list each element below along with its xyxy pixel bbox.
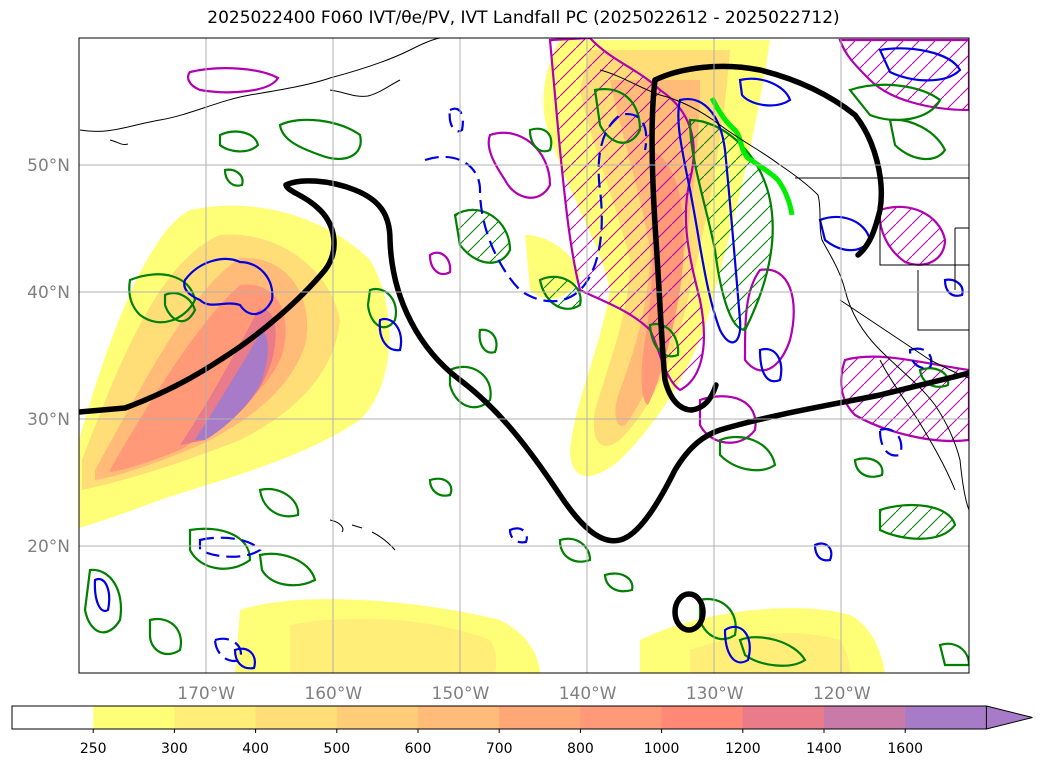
colorbar-level-6: 800 [567,741,594,757]
map-frame [78,37,970,674]
colorbar-segment-6 [580,706,663,729]
colorbar-segment-8 [742,706,825,729]
colorbar-level-2: 400 [242,741,269,757]
coastlines [79,38,969,551]
colorbar-level-8: 1200 [725,741,761,757]
colorbar-segment-1 [174,706,257,729]
colorbar-extend-arrow [985,705,1033,730]
colorbar-level-10: 1600 [887,741,923,757]
ivt-colorbar [11,705,1033,730]
colorbar-level-0: 250 [80,741,107,757]
colorbar-segment-9 [824,706,906,729]
colorbar-level-7: 1000 [644,741,680,757]
lat-label-1: 30°N [27,410,70,430]
longitude-labels: 170°W 160°W 150°W 140°W 130°W 120°W [177,684,871,704]
colorbar-segment-2 [255,706,338,729]
latitude-labels: 20°N 30°N 40°N 50°N [27,156,70,557]
colorbar-labels: 250 300 400 500 600 700 800 1000 1200 1400 1600 [80,729,923,757]
colorbar-level-5: 700 [486,741,513,757]
map-layers [79,38,969,673]
lon-label-2: 150°W [432,684,490,704]
lat-label-0: 20°N [27,537,70,557]
map-title: 2025022400 F060 IVT/θe/PV, IVT Landfall … [207,8,840,28]
colorbar-segment-5 [499,706,581,729]
colorbar-segment-4 [418,706,500,729]
lon-label-1: 160°W [304,684,362,704]
colorbar-level-4: 600 [405,741,432,757]
colorbar-below-segment [12,706,94,729]
colorbar-level-3: 500 [323,741,350,757]
lon-label-0: 170°W [177,684,235,704]
landfall-line [709,96,795,216]
colorbar-level-9: 1400 [806,741,842,757]
colorbar-segment-7 [661,706,744,729]
lat-label-3: 50°N [27,156,70,176]
colorbar-segment-0 [93,706,175,729]
graticule [79,38,969,673]
lon-label-3: 140°W [559,684,617,704]
colorbar-segment-10 [905,706,987,729]
pv-contours [93,47,964,670]
colorbar-segment-3 [336,706,419,729]
lon-label-4: 130°W [686,684,744,704]
landfall-pc-contour [79,63,969,633]
lon-label-5: 120°W [813,684,871,704]
lat-label-2: 40°N [27,283,70,303]
colorbar-level-1: 300 [161,741,188,757]
